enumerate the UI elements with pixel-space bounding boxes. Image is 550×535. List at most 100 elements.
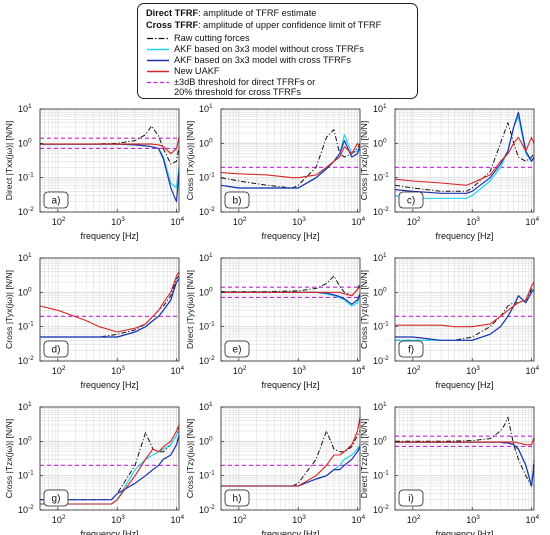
series-uakf <box>39 271 180 333</box>
panel-label-box <box>224 340 250 358</box>
x-tick-label: 104 <box>171 365 185 376</box>
x-tick-label: 102 <box>233 365 247 376</box>
y-tick-label: 10-1 <box>199 470 215 481</box>
panel-label: b) <box>233 196 242 207</box>
x-tick-label: 103 <box>111 365 125 376</box>
x-tick-label: 103 <box>111 216 125 227</box>
y-tick-label: 100 <box>18 435 32 446</box>
y-tick-label: 101 <box>199 103 213 114</box>
x-tick-label: 103 <box>466 365 480 376</box>
series-uakf <box>40 424 180 505</box>
y-axis-label: Direct |Tzz(jω)| [N/N] <box>359 419 369 498</box>
x-tick-label: 104 <box>526 216 540 227</box>
panel-label: a) <box>52 196 61 207</box>
x-axis-label: frequency [Hz] <box>80 529 138 535</box>
y-axis-label: Cross |Tzy(jω)| [N/N] <box>185 419 195 498</box>
y-tick-label: 10-1 <box>18 321 34 332</box>
panel-i: 102 103 104 10-2 10-1 100 101 frequency [Hz] Dir… <box>359 401 540 535</box>
panel-label: e) <box>233 345 242 356</box>
x-tick-label: 102 <box>233 216 247 227</box>
panel-b: 102 103 104 10-2 10-1 100 101 frequency [Hz] Cro… <box>185 103 366 241</box>
x-tick-label: 102 <box>233 514 247 525</box>
panel-label-box <box>398 340 424 358</box>
y-tick-label: 10-2 <box>373 504 389 515</box>
axes-frame <box>394 257 535 362</box>
y-tick-label: 101 <box>373 401 387 412</box>
panel-label-box <box>43 340 69 358</box>
y-axis-label: Cross |Tyz(jω)| [N/N] <box>359 270 369 349</box>
x-tick-label: 104 <box>352 365 366 376</box>
series-uakf <box>40 137 180 155</box>
legend-box: Direct TFRF: amplitude of TFRF estimate … <box>137 3 418 99</box>
x-tick-label: 104 <box>171 514 185 525</box>
panel-label-box <box>398 191 424 209</box>
panel-label: g) <box>52 494 61 505</box>
x-tick-label: 103 <box>111 514 125 525</box>
axes-frame <box>220 406 361 511</box>
series-uakf <box>220 142 361 179</box>
panel-label: c) <box>407 196 415 207</box>
y-tick-label: 100 <box>373 286 387 297</box>
series-akf_with <box>220 140 361 189</box>
x-tick-label: 104 <box>526 365 540 376</box>
y-tick-label: 10-2 <box>18 504 34 515</box>
series-raw <box>221 430 361 487</box>
x-axis-label: frequency [Hz] <box>80 231 138 241</box>
y-axis-label: Cross |Tyx(jω)| [N/N] <box>4 270 14 349</box>
panel-d: 102 103 104 10-2 10-1 100 101 frequency [Hz] Cro… <box>4 252 185 390</box>
y-tick-label: 100 <box>18 286 32 297</box>
x-axis-label: frequency [Hz] <box>261 231 319 241</box>
series-akf_with <box>40 278 180 338</box>
panel-label: i) <box>408 494 414 505</box>
y-tick-label: 10-2 <box>199 355 215 366</box>
y-axis-label: Cross |Tzx(jω)| [N/N] <box>4 419 14 498</box>
y-tick-label: 10-1 <box>373 470 389 481</box>
legend-header-direct: Direct TFRF: amplitude of TFRF estimate <box>146 8 317 18</box>
x-axis-label: frequency [Hz] <box>435 231 493 241</box>
y-tick-label: 101 <box>18 401 32 412</box>
axes-frame <box>39 257 180 362</box>
panel-label-box <box>43 191 69 209</box>
x-tick-label: 103 <box>466 514 480 525</box>
x-tick-label: 102 <box>52 514 66 525</box>
axes-frame <box>220 257 361 362</box>
x-axis-label: frequency [Hz] <box>435 380 493 390</box>
y-tick-label: 10-2 <box>199 504 215 515</box>
legend-header-cross: Cross TFRF: amplitude of upper confidenc… <box>146 20 382 30</box>
y-axis-label: Direct |Txx(jω)| [N/N] <box>4 121 14 200</box>
y-tick-label: 101 <box>373 252 387 263</box>
y-axis-label: Cross |Txz(jω)| [N/N] <box>359 121 369 200</box>
y-tick-label: 100 <box>373 435 387 446</box>
axes-frame <box>394 108 535 213</box>
x-axis-label: frequency [Hz] <box>261 529 319 535</box>
x-axis-label: frequency [Hz] <box>261 380 319 390</box>
y-tick-label: 101 <box>18 103 32 114</box>
x-tick-label: 102 <box>407 514 421 525</box>
panel-a: 102 103 104 10-2 10-1 100 101 frequency [Hz] Dir… <box>4 103 185 241</box>
y-axis-label: Cross |Txy(jω)| [N/N] <box>185 121 195 200</box>
series-uakf <box>221 285 361 297</box>
panel-label-box <box>224 191 250 209</box>
x-axis-label: frequency [Hz] <box>435 529 493 535</box>
x-tick-label: 104 <box>352 216 366 227</box>
series-akf_with <box>395 289 535 341</box>
axes-frame <box>39 108 180 213</box>
x-tick-label: 102 <box>407 216 421 227</box>
series-raw <box>395 416 535 487</box>
y-tick-label: 100 <box>199 137 213 148</box>
panel-h: 102 103 104 10-2 10-1 100 101 frequency [Hz] Cro… <box>185 401 366 535</box>
y-tick-label: 101 <box>373 103 387 114</box>
y-tick-label: 10-1 <box>18 470 34 481</box>
x-axis-label: frequency [Hz] <box>80 380 138 390</box>
y-tick-label: 100 <box>199 286 213 297</box>
x-tick-label: 103 <box>292 216 306 227</box>
series-uakf <box>395 437 535 446</box>
x-tick-label: 104 <box>171 216 185 227</box>
y-tick-label: 100 <box>373 137 387 148</box>
y-tick-label: 10-2 <box>373 206 389 217</box>
axes-frame <box>394 406 535 511</box>
x-tick-label: 104 <box>526 514 540 525</box>
x-tick-label: 104 <box>352 514 366 525</box>
y-tick-label: 101 <box>18 252 32 263</box>
